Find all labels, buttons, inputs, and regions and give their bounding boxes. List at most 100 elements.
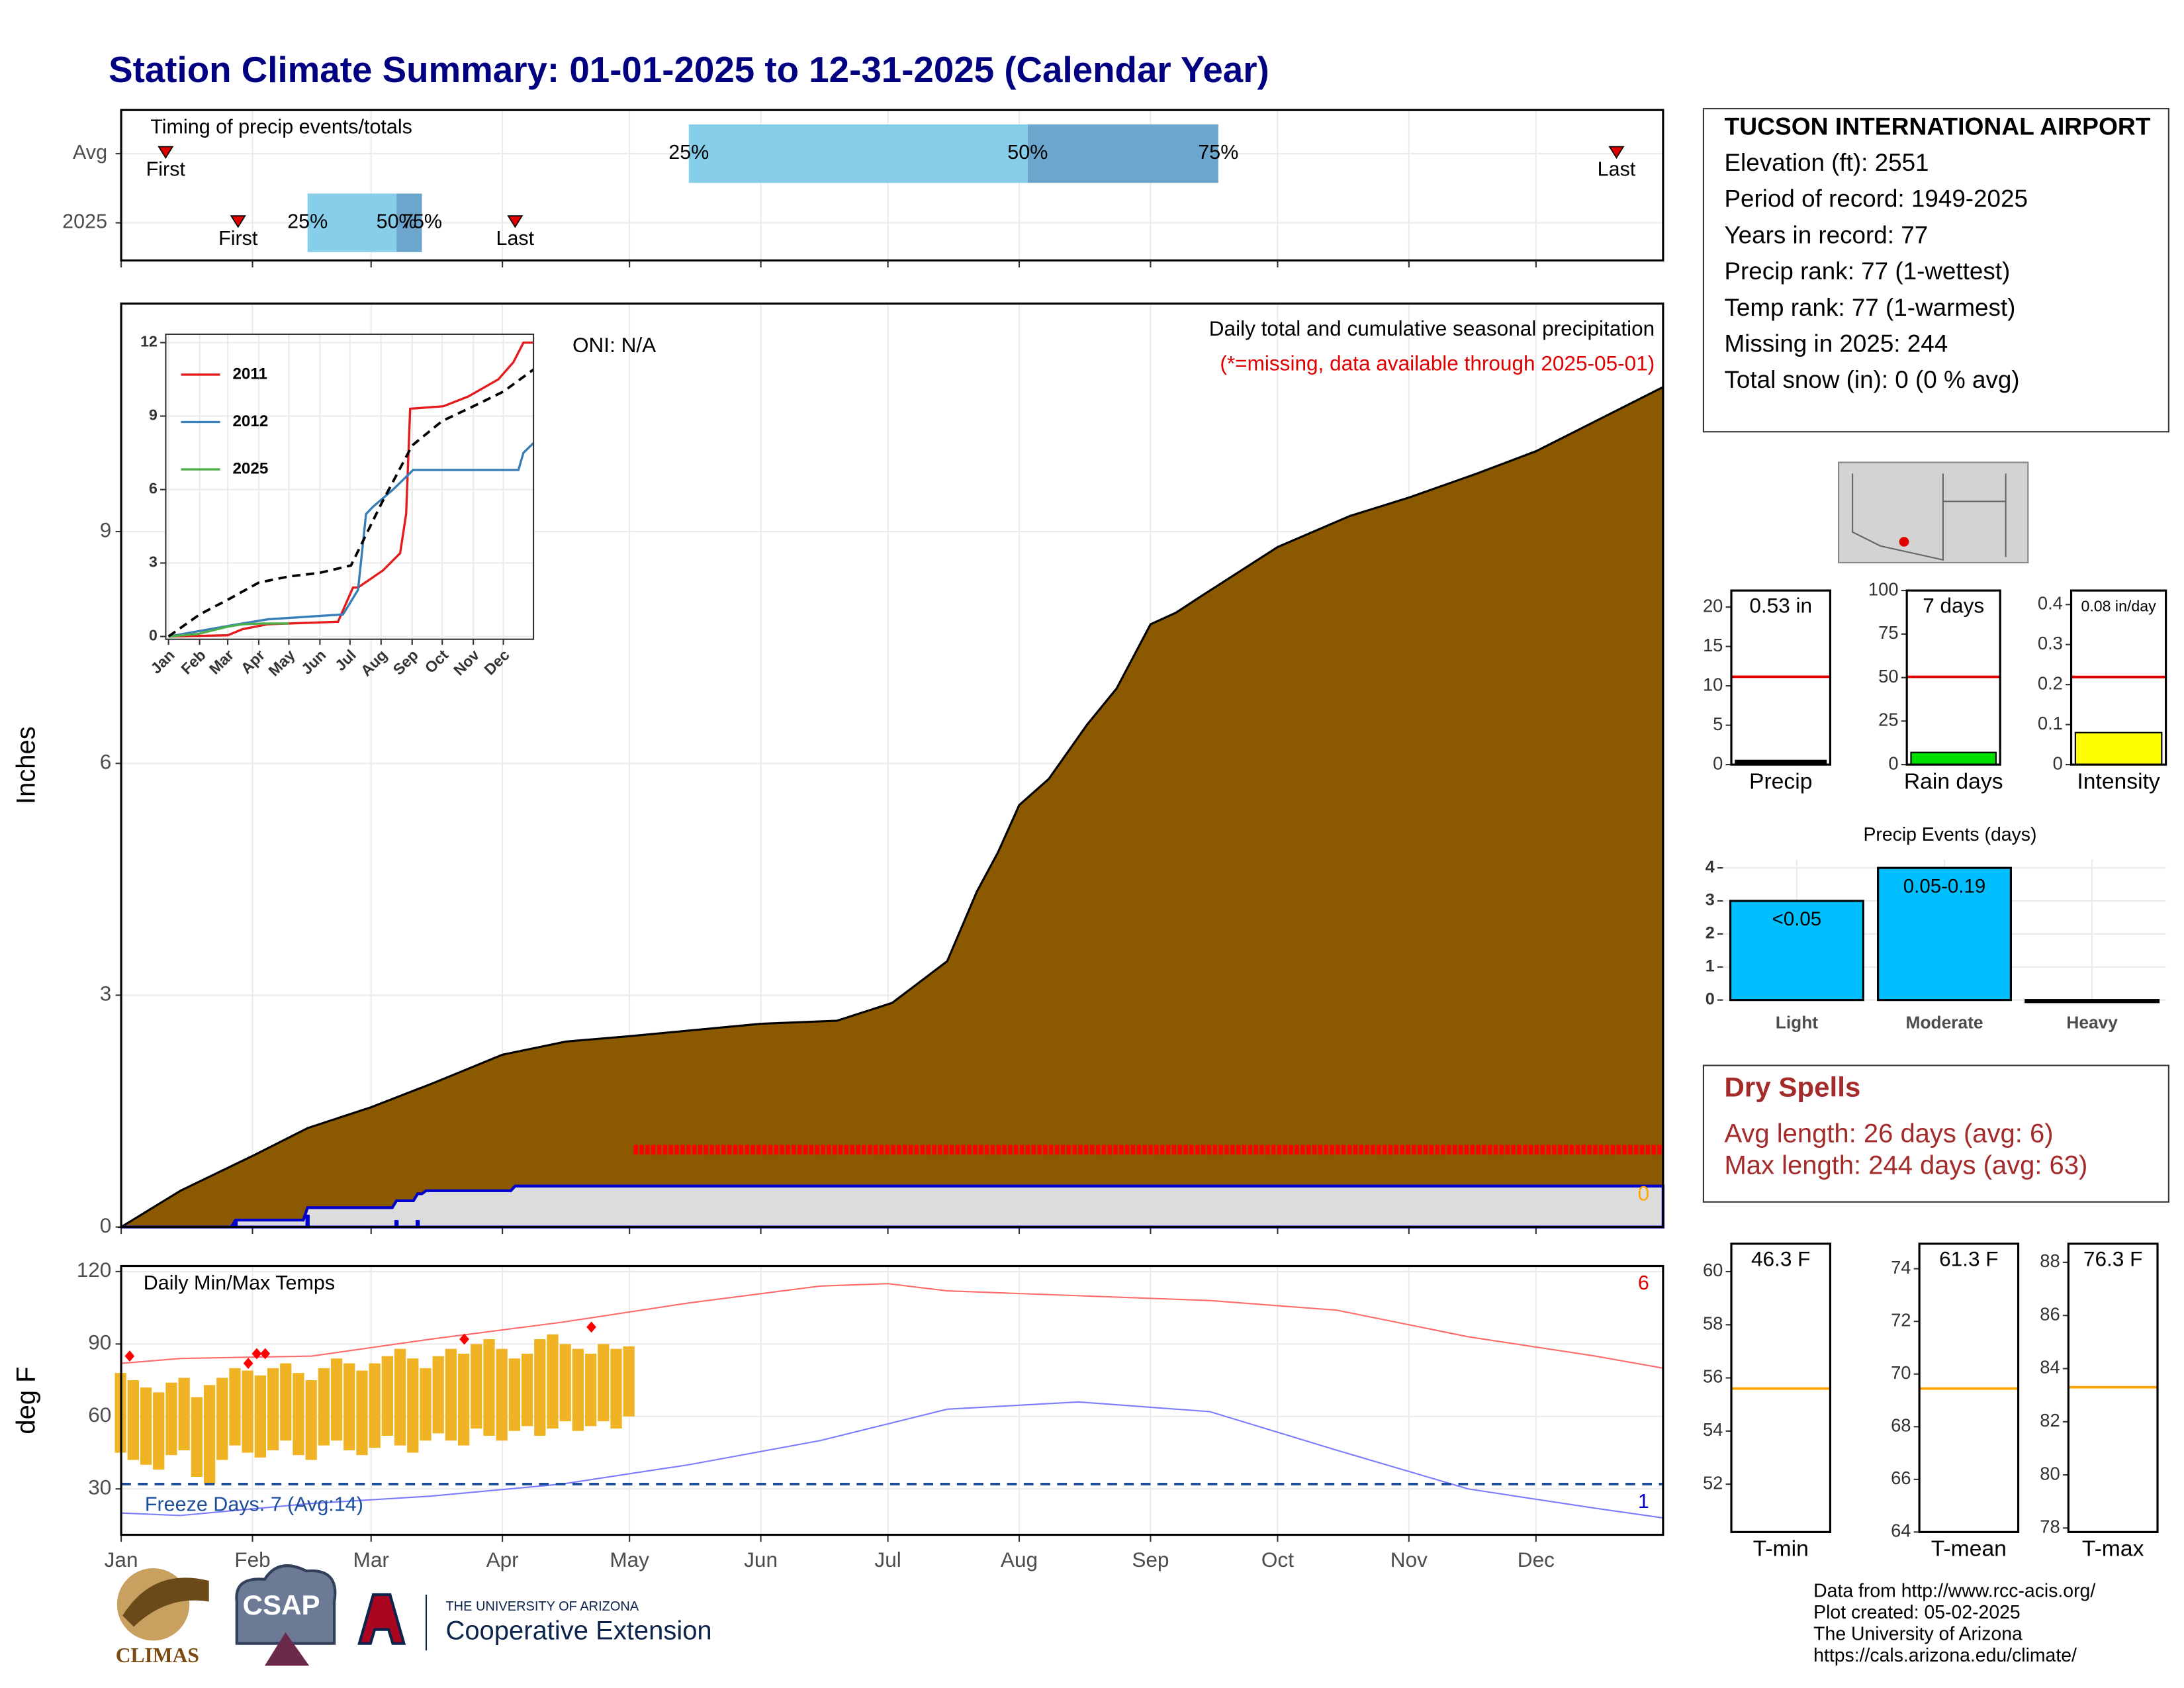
daily-precip-bar [394, 1220, 399, 1227]
daily-temp-range [394, 1348, 406, 1446]
csap-mountain [264, 1632, 310, 1666]
bar-label: <0.05 [1772, 908, 1822, 930]
daily-temp-range [242, 1370, 253, 1453]
footer-line: The University of Arizona [1813, 1624, 2023, 1645]
daily-temp-range [356, 1370, 368, 1456]
x-tick-label: Feb [234, 1548, 270, 1571]
y-tick-label: 86 [2040, 1303, 2060, 1324]
y-tick-label: 0 [100, 1213, 112, 1237]
y-tick-label: 25 [1878, 710, 1898, 730]
daily-temp-range [584, 1353, 597, 1427]
missing-note: (*=missing, data available through 2025-… [1220, 352, 1655, 375]
x-tick-label: Precip [1749, 769, 1812, 794]
y-tick-label: 84 [2040, 1357, 2060, 1378]
quartile-bar [396, 193, 422, 252]
daily-temp-range [496, 1348, 508, 1441]
quartile-label: 75% [402, 211, 442, 233]
x-tick-label: Intensity [2077, 769, 2160, 794]
daily-temp-range [572, 1348, 584, 1431]
y-tick-label: 0.1 [2038, 713, 2063, 733]
event-marker [507, 215, 523, 228]
y-tick-label: 66 [1891, 1468, 1911, 1488]
record-marker [251, 1348, 262, 1360]
value-label: 0.53 in [1749, 594, 1812, 618]
y-tick-label: 80 [2040, 1463, 2060, 1483]
panel-frame [1730, 1243, 1832, 1533]
event-label: First [146, 158, 186, 180]
coop-logo: Cooperative Extension [445, 1616, 711, 1645]
panel-title: Timing of precip events/totals [150, 116, 412, 138]
daily-temp-range [254, 1375, 266, 1458]
y-tick-label: 90 [88, 1331, 111, 1354]
panel-frame [120, 109, 1664, 262]
daily-temp-range [610, 1348, 622, 1429]
daily-temp-range [521, 1353, 533, 1427]
daily-temp-range [343, 1363, 355, 1450]
y-tick-label: 60 [1703, 1260, 1723, 1280]
record-marker [243, 1358, 253, 1369]
count-label: 0 [1638, 1182, 1650, 1205]
daily-temp-range [229, 1368, 241, 1446]
series-line [168, 622, 289, 638]
quartile-label: 50% [1007, 141, 1048, 164]
daily-temp-range [457, 1353, 470, 1446]
y-tick-label: 70 [1891, 1362, 1911, 1383]
daily-temp-range [407, 1358, 419, 1453]
y-tick-label: 15 [1703, 635, 1723, 655]
value-label: 7 days [1923, 594, 1984, 618]
climas-swoosh [122, 1577, 209, 1627]
x-tick-label: Heavy [2066, 1012, 2118, 1032]
daily-precip-bar [233, 1220, 238, 1227]
series-line [167, 368, 535, 638]
row-label: 2025 [62, 211, 107, 233]
record-line [121, 1283, 1664, 1369]
y-tick-label: 58 [1703, 1313, 1723, 1333]
count-label: 6 [1638, 1272, 1649, 1294]
quartile-label: 50% [377, 211, 417, 233]
y-tick-label: 52 [1703, 1472, 1723, 1493]
daily-temp-range [598, 1344, 610, 1422]
daily-temp-range [547, 1334, 559, 1429]
x-tick-label: Apr [486, 1548, 519, 1571]
record-line [121, 1401, 1664, 1519]
y-tick-label: 56 [1703, 1366, 1723, 1387]
quartile-bar [1027, 124, 1218, 183]
y-tick-label: 0.3 [2038, 633, 2063, 653]
bar-label: 0.05-0.19 [1903, 875, 1985, 897]
daily-temp-range [432, 1356, 444, 1434]
event-label: First [218, 227, 258, 250]
panel-frame [120, 303, 1664, 1229]
y-tick-label: 0.2 [2038, 673, 2063, 693]
daily-temp-range [420, 1368, 432, 1441]
footer-line: https://cals.arizona.edu/climate/ [1813, 1645, 2077, 1666]
y-tick-label: 74 [1891, 1257, 1911, 1278]
y-tick-label: 0 [1713, 753, 1723, 773]
event-marker [230, 215, 246, 228]
daily-precip-bar [305, 1214, 310, 1227]
ua-logo: THE UNIVERSITY OF ARIZONA [445, 1599, 639, 1614]
event-label: Last [1598, 158, 1636, 180]
station-line: Temp rank: 77 (1-warmest) [1724, 294, 2015, 321]
legend-label: 2011 [232, 365, 267, 383]
locator-map [1838, 461, 2029, 564]
y-tick-label: 88 [2040, 1250, 2060, 1271]
y-tick-label: 0 [149, 627, 158, 644]
record-marker [260, 1348, 271, 1360]
station-box [1702, 108, 2169, 433]
state-borders [1852, 473, 2007, 561]
y-axis-label: Inches [12, 726, 41, 804]
event-label: Last [496, 227, 535, 250]
daily-temp-range [127, 1380, 139, 1460]
inset-frame [165, 333, 535, 640]
bar [1729, 900, 1864, 1002]
y-tick-label: 0 [2053, 753, 2063, 773]
y-tick-label: 6 [149, 480, 158, 497]
dry-spell-line: Avg length: 26 days (avg: 6) [1724, 1119, 2053, 1148]
legend-label: 2012 [232, 412, 268, 430]
logos: CLIMAS CSAP THE UNIVERSITY OF ARIZONA Co… [116, 1564, 712, 1667]
quartile-label: 25% [668, 141, 709, 164]
x-tick-label: Jul [874, 1548, 901, 1571]
footer: Data from http://www.rcc-acis.org/Plot c… [1813, 1580, 2095, 1666]
daily-temp-range [471, 1344, 482, 1429]
